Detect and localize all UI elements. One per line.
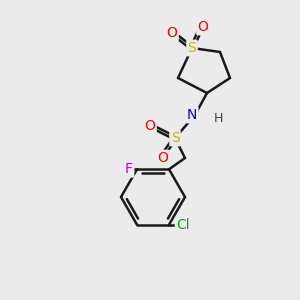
Text: O: O (158, 151, 168, 165)
Text: H: H (213, 112, 223, 124)
Text: S: S (171, 131, 179, 145)
Text: O: O (167, 26, 177, 40)
Text: Cl: Cl (176, 218, 190, 232)
Text: F: F (125, 162, 133, 176)
Text: O: O (198, 20, 208, 34)
Text: S: S (188, 41, 196, 55)
Text: N: N (187, 108, 197, 122)
Text: O: O (145, 119, 155, 133)
